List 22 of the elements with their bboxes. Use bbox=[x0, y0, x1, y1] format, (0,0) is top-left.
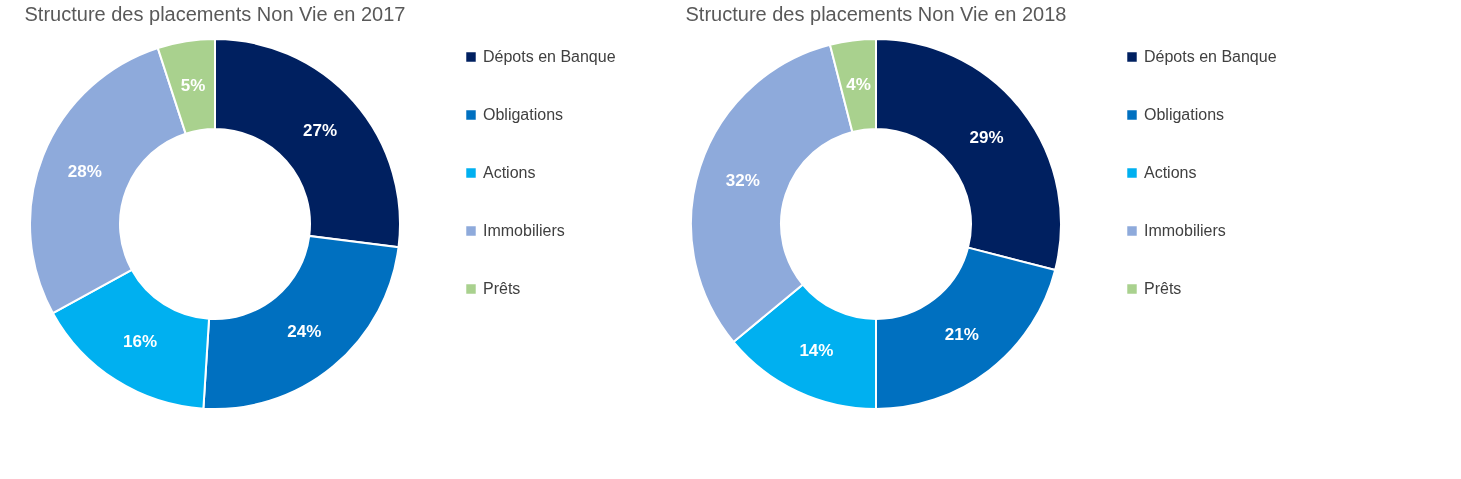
legend-label: Prêts bbox=[1144, 280, 1182, 297]
legend-label: Actions bbox=[483, 164, 536, 181]
data-label: 28% bbox=[67, 162, 102, 182]
legend-label: Dépots en Banque bbox=[483, 48, 616, 65]
legend-label: Obligations bbox=[1144, 106, 1225, 123]
data-label: 32% bbox=[725, 170, 760, 190]
legend-label: Immobiliers bbox=[1144, 222, 1226, 239]
legend-label: Dépots en Banque bbox=[1144, 48, 1277, 65]
data-label: 27% bbox=[303, 121, 338, 141]
legend-label: Actions bbox=[1144, 164, 1197, 181]
legend-label: Immobiliers bbox=[483, 222, 565, 239]
data-label: 5% bbox=[180, 75, 206, 95]
data-label: 29% bbox=[969, 128, 1004, 148]
data-label: 24% bbox=[287, 321, 322, 341]
chart-title: Structure des placements Non Vie en 2017 bbox=[24, 3, 406, 25]
data-label: 16% bbox=[122, 332, 157, 352]
chart-title: Structure des placements Non Vie en 2018 bbox=[685, 3, 1067, 25]
legend-label: Obligations bbox=[483, 106, 564, 123]
data-label: 14% bbox=[799, 340, 834, 360]
legend-label: Prêts bbox=[483, 280, 521, 297]
data-label: 21% bbox=[944, 324, 979, 344]
data-label: 4% bbox=[846, 75, 871, 95]
